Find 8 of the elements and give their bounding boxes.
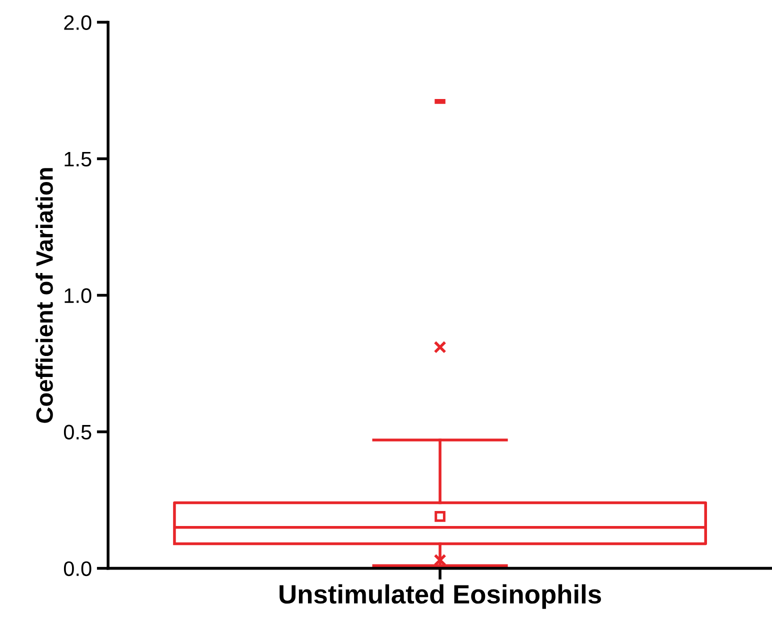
y-tick-label: 2.0: [64, 15, 92, 30]
y-tick-label: 1.0: [64, 288, 92, 304]
y-tick-label: 1.5: [64, 152, 92, 167]
x-tick-label: Unstimulated Eosinophils: [280, 584, 601, 609]
point: [434, 340, 446, 354]
y-tick-label: 0.5: [64, 424, 92, 440]
y-axis-title: Coefficient of Variation: [36, 168, 53, 423]
y-tick-label: 0.0: [64, 561, 92, 576]
